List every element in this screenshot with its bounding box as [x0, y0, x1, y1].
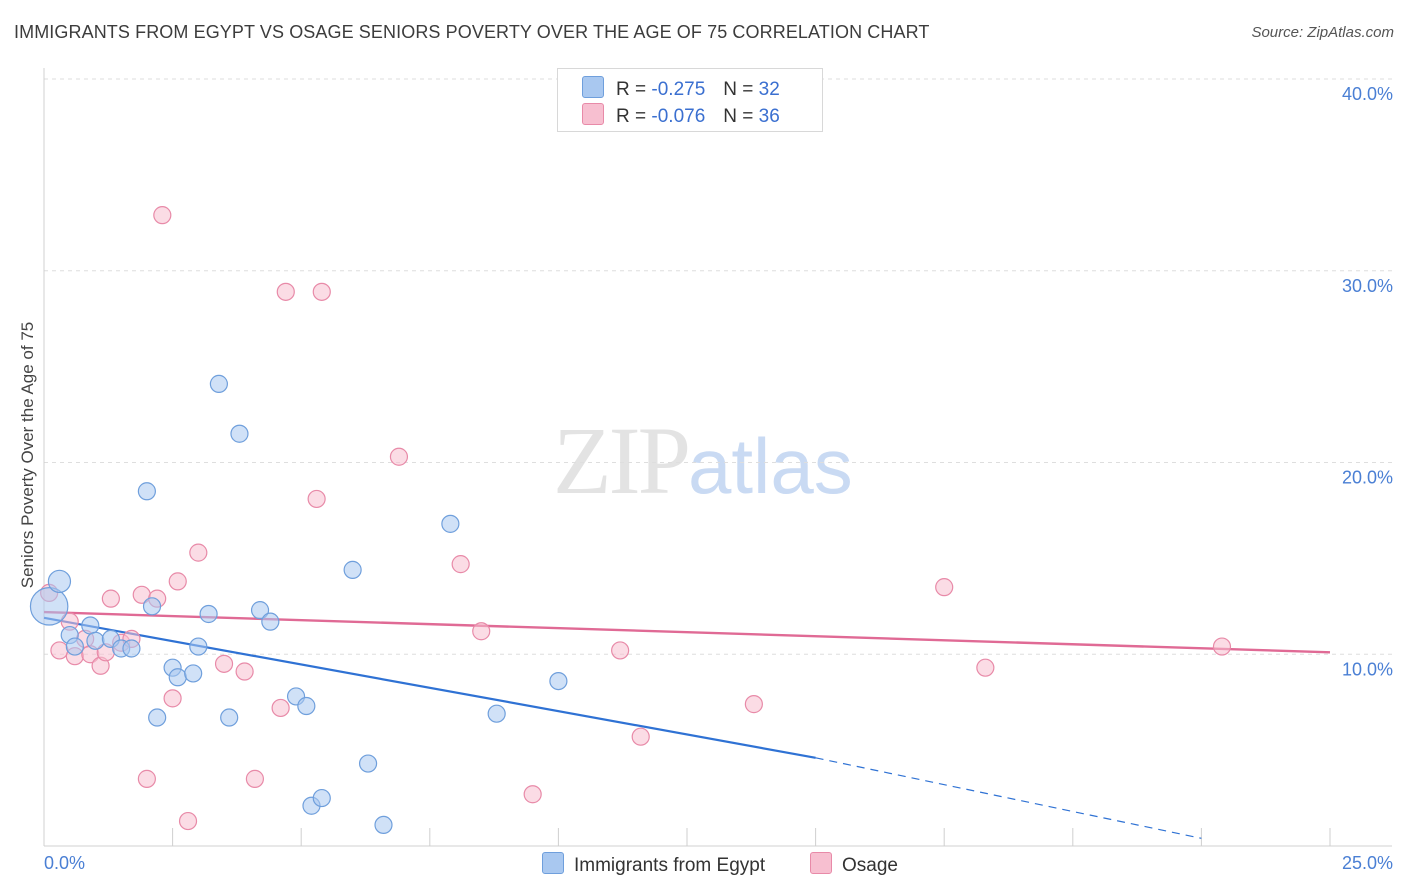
watermark-atlas: atlas: [688, 422, 853, 510]
y-tick-label: 30.0%: [1342, 276, 1393, 296]
legend-r-value: -0.275: [651, 79, 706, 100]
y-tick-label: 20.0%: [1342, 468, 1393, 488]
egypt-point: [65, 637, 84, 656]
egypt-point: [487, 704, 506, 723]
bottom-legend-osage: Osage: [810, 852, 898, 877]
osage-point: [137, 769, 156, 788]
legend-n-label: N =: [723, 79, 754, 100]
egypt-point: [549, 671, 568, 691]
legend-series-name: Osage: [842, 855, 898, 876]
osage-point: [50, 641, 69, 660]
osage-point: [178, 811, 198, 831]
egypt-point: [86, 631, 105, 650]
legend-r-label: R =: [616, 79, 647, 100]
osage-swatch: [582, 103, 604, 125]
osage-point: [168, 572, 187, 591]
osage-trend-line: [43, 610, 1331, 654]
osage-point: [744, 695, 763, 714]
osage-swatch: [810, 852, 832, 874]
osage-point: [312, 282, 331, 301]
osage-point: [245, 769, 265, 788]
osage-point: [101, 589, 120, 608]
osage-point: [163, 689, 182, 708]
legend-n-label: N =: [723, 106, 754, 127]
egypt-point: [81, 616, 100, 635]
axes: [43, 68, 1392, 847]
legend-r-label: R =: [616, 106, 647, 127]
egypt-point: [374, 815, 393, 835]
egypt-point: [137, 482, 156, 501]
egypt-point: [261, 612, 280, 631]
osage-point: [631, 727, 650, 746]
osage-point: [1212, 637, 1232, 656]
egypt-point: [220, 708, 239, 727]
egypt-point: [343, 560, 362, 579]
egypt-point: [297, 696, 316, 716]
egypt-point: [29, 587, 69, 626]
osage-point: [307, 489, 326, 509]
egypt-trend-line: [43, 616, 816, 759]
correlation-legend: R = -0.275 N = 32 R = -0.076 N = 36: [557, 68, 823, 132]
osage-point: [523, 785, 542, 804]
grid: [44, 78, 1392, 655]
egypt-point: [184, 664, 203, 683]
egypt-point: [168, 668, 187, 687]
legend-r-value: -0.076: [651, 106, 706, 127]
osage-point: [189, 543, 208, 562]
data-points: [29, 206, 1232, 835]
trend-lines: [43, 610, 1331, 839]
legend-series-name: Immigrants from Egypt: [574, 855, 766, 876]
egypt-point: [358, 754, 378, 773]
egypt-swatch: [582, 76, 604, 98]
x-tick-label: 0.0%: [44, 853, 85, 873]
egypt-point: [209, 374, 228, 393]
osage-point: [276, 282, 295, 301]
osage-point: [271, 698, 290, 718]
egypt-point: [441, 514, 460, 533]
egypt-point: [230, 424, 249, 443]
bottom-legend-egypt: Immigrants from Egypt: [542, 852, 765, 877]
egypt-point: [189, 637, 208, 656]
egypt-swatch: [542, 852, 564, 874]
osage-point: [935, 578, 954, 597]
osage-point: [976, 658, 995, 677]
egypt-point: [312, 788, 331, 808]
egypt-point: [148, 708, 167, 727]
osage-point: [451, 555, 470, 574]
legend-n-value: 32: [758, 79, 780, 100]
osage-point: [389, 447, 409, 466]
egypt-point: [122, 639, 141, 658]
watermark: ZIPatlas: [553, 405, 853, 516]
tick-labels: 10.0% 20.0% 30.0% 40.0% 0.0% 25.0%: [44, 84, 1393, 873]
watermark-zip: ZIP: [553, 407, 691, 514]
osage-point: [214, 654, 234, 673]
osage-point: [153, 206, 172, 225]
chart-title: IMMIGRANTS FROM EGYPT VS OSAGE SENIORS P…: [14, 22, 930, 42]
source-label: Source: ZipAtlas.com: [1251, 24, 1394, 41]
y-tick-label: 10.0%: [1342, 659, 1393, 679]
egypt-point: [47, 569, 72, 594]
osage-point: [235, 662, 254, 681]
egypt-point: [199, 604, 218, 624]
osage-point: [472, 622, 491, 641]
osage-point: [611, 641, 630, 660]
legend-row-osage: R = -0.076 N = 36: [582, 103, 780, 127]
legend-row-egypt: R = -0.275 N = 32: [582, 76, 780, 100]
y-tick-label: 40.0%: [1342, 84, 1393, 104]
egypt-point: [250, 601, 270, 620]
egypt-trend-extension: [815, 757, 1202, 839]
legend-n-value: 36: [758, 106, 780, 127]
x-tick-label: 25.0%: [1342, 853, 1393, 873]
egypt-point: [142, 597, 162, 616]
